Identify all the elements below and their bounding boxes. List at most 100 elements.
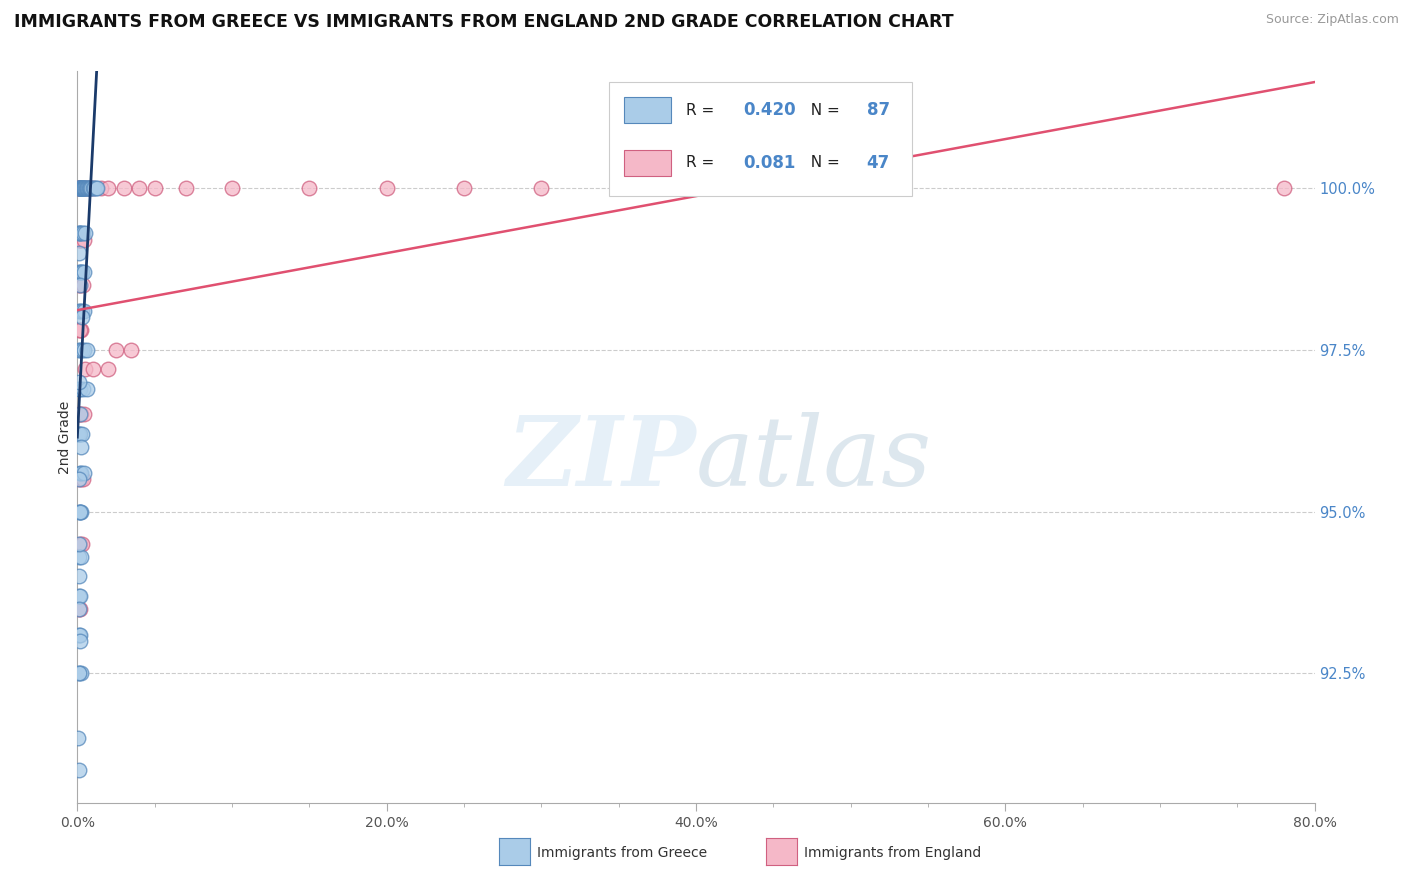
Point	[69, 666, 91, 681]
Point	[70, 181, 93, 195]
Point	[67, 426, 90, 441]
Bar	[624, 97, 671, 123]
FancyBboxPatch shape	[609, 82, 912, 195]
Point	[76, 181, 98, 195]
Point	[453, 181, 475, 195]
Point	[84, 181, 107, 195]
Point	[67, 601, 90, 615]
Point	[530, 181, 553, 195]
Text: 87: 87	[866, 101, 890, 120]
Point	[67, 666, 90, 681]
Point	[75, 181, 96, 195]
Point	[67, 181, 90, 195]
Point	[70, 303, 93, 318]
Point	[69, 537, 91, 551]
Point	[70, 181, 93, 195]
Point	[69, 265, 91, 279]
Point	[67, 181, 90, 195]
Point	[77, 181, 100, 195]
Point	[105, 343, 127, 357]
Point	[69, 303, 91, 318]
Point	[70, 426, 93, 441]
Point	[97, 362, 120, 376]
Point	[69, 601, 91, 615]
Point	[67, 181, 90, 195]
Point	[75, 226, 96, 240]
Point	[67, 265, 90, 279]
Point	[69, 277, 91, 292]
Point	[90, 181, 112, 195]
Text: R =: R =	[686, 155, 720, 170]
Point	[75, 362, 96, 376]
Point	[77, 181, 100, 195]
Point	[69, 549, 91, 564]
Point	[67, 303, 90, 318]
Point	[67, 601, 90, 615]
Point	[70, 537, 93, 551]
Point	[69, 408, 91, 422]
Y-axis label: 2nd Grade: 2nd Grade	[58, 401, 72, 474]
Point	[128, 181, 150, 195]
Point	[97, 181, 120, 195]
Point	[1272, 181, 1295, 195]
Point	[67, 504, 90, 518]
Bar	[624, 150, 671, 176]
Point	[79, 181, 101, 195]
Point	[69, 265, 91, 279]
Point	[73, 181, 96, 195]
Point	[76, 382, 98, 396]
Point	[69, 233, 91, 247]
Point	[70, 233, 93, 247]
Point	[67, 627, 90, 641]
Text: Immigrants from Greece: Immigrants from Greece	[537, 846, 707, 860]
Point	[69, 426, 91, 441]
Point	[69, 323, 91, 337]
Text: Immigrants from England: Immigrants from England	[804, 846, 981, 860]
Point	[70, 181, 93, 195]
Text: N =: N =	[801, 103, 845, 118]
Point	[69, 408, 91, 422]
Text: IMMIGRANTS FROM GREECE VS IMMIGRANTS FROM ENGLAND 2ND GRADE CORRELATION CHART: IMMIGRANTS FROM GREECE VS IMMIGRANTS FRO…	[14, 13, 953, 31]
Point	[79, 181, 101, 195]
Point	[67, 181, 90, 195]
Point	[70, 310, 93, 325]
Point	[83, 181, 105, 195]
Point	[72, 181, 94, 195]
Point	[82, 362, 104, 376]
Point	[67, 408, 90, 422]
Point	[73, 181, 96, 195]
Point	[69, 466, 91, 480]
Text: N =: N =	[801, 155, 845, 170]
Point	[70, 226, 93, 240]
Point	[72, 343, 94, 357]
Point	[69, 181, 91, 195]
Point	[80, 181, 103, 195]
Point	[72, 181, 94, 195]
Point	[67, 537, 90, 551]
Point	[67, 375, 90, 389]
Point	[72, 472, 94, 486]
Text: atlas: atlas	[696, 412, 932, 506]
Point	[69, 627, 91, 641]
Point	[221, 181, 243, 195]
Point	[69, 504, 91, 518]
Point	[82, 181, 104, 195]
Point	[76, 343, 98, 357]
Point	[69, 181, 91, 195]
Point	[69, 181, 91, 195]
Point	[72, 382, 94, 396]
Point	[70, 343, 93, 357]
Point	[69, 323, 91, 337]
Point	[82, 181, 104, 195]
Text: ZIP: ZIP	[506, 412, 696, 506]
Point	[75, 181, 97, 195]
Point	[72, 181, 94, 195]
Point	[70, 504, 93, 518]
Point	[67, 472, 90, 486]
Point	[73, 303, 96, 318]
Point	[67, 226, 90, 240]
Point	[69, 181, 91, 195]
Point	[72, 181, 94, 195]
Point	[67, 226, 90, 240]
Point	[67, 549, 90, 564]
